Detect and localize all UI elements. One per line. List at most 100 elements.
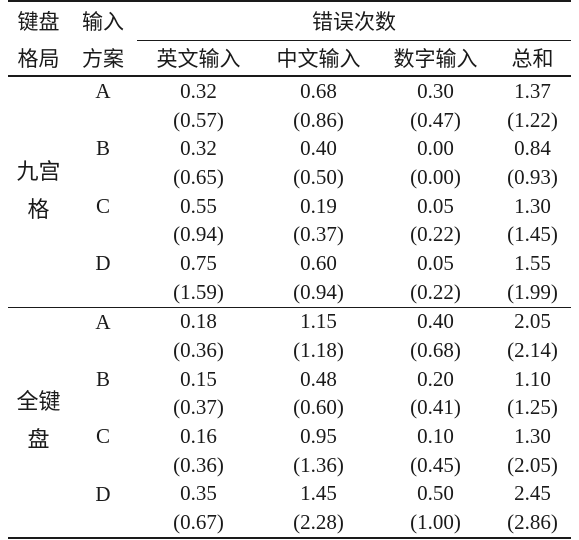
- keyboard-layout-line1: 全键: [16, 390, 61, 416]
- sd-value: (1.99): [494, 277, 571, 308]
- sd-value: (1.25): [507, 395, 558, 420]
- mean-value: 0.50: [417, 481, 454, 506]
- mean-value: 1.55: [514, 250, 551, 275]
- mean-value: 0.60: [300, 250, 337, 275]
- mean-value: 1.37: [514, 78, 551, 103]
- header-col-digit: 数字输入: [377, 40, 494, 77]
- sd-value: (1.59): [137, 277, 260, 308]
- table-row-mean: D 0.35 1.45 0.50 2.45: [8, 479, 571, 540]
- sd-value: (0.93): [507, 164, 558, 189]
- scheme-label: B: [95, 366, 110, 391]
- table-row-mean: 九宫格 A 0.32 0.68 0.30 1.37: [8, 76, 571, 308]
- mean-value: 0.40: [417, 309, 454, 334]
- mean-value: 0.48: [300, 366, 337, 391]
- table-row-sd: (0.67) (2.28) (1.00) (2.86): [8, 508, 571, 539]
- scheme-label: D: [69, 249, 137, 308]
- sd-value: (2.28): [260, 508, 377, 539]
- table-row-mean: C 0.16 0.95 0.10 1.30: [8, 422, 571, 451]
- sd-value: (0.47): [410, 107, 461, 132]
- scheme-label: A: [95, 79, 111, 103]
- mean-value: 0.19: [300, 193, 337, 218]
- mean-value: 2.05: [514, 309, 551, 334]
- header-layout-1: 键盘: [8, 0, 69, 41]
- header-error-count: 错误次数: [137, 0, 571, 41]
- header-col-chinese: 中文输入: [260, 40, 377, 77]
- sd-value: (0.60): [293, 395, 344, 420]
- scheme-label: D: [69, 479, 137, 540]
- mean-value: 0.10: [417, 424, 454, 449]
- table-row-sd: (0.37) (0.60) (0.41) (1.25): [8, 394, 571, 423]
- table-row-mean: B 0.15 0.48 0.20 1.10: [8, 365, 571, 394]
- sd-value: (0.65): [173, 164, 224, 189]
- mean-value: 0.20: [417, 366, 454, 391]
- sd-value: (0.00): [410, 164, 461, 189]
- header-layout-2: 格局: [8, 40, 69, 77]
- table-row-mean: D 0.75 0.60 0.05 1.55: [8, 249, 571, 308]
- mean-value: 0.05: [417, 193, 454, 218]
- table-row-sd: (0.65) (0.50) (0.00) (0.93): [8, 163, 571, 192]
- header-col-english: 英文输入: [137, 40, 260, 77]
- keyboard-layout-cell: 全键盘: [8, 307, 69, 539]
- table-row-mean: C 0.55 0.19 0.05 1.30: [8, 192, 571, 221]
- mean-value: 0.18: [180, 309, 217, 334]
- header-scheme-2: 方案: [69, 40, 137, 77]
- mean-value: 0.40: [300, 136, 337, 161]
- mean-value: 0.95: [300, 424, 337, 449]
- sd-value: (0.22): [410, 222, 461, 247]
- sd-value: (0.94): [260, 277, 377, 308]
- table-body: 九宫格 A 0.32 0.68 0.30 1.37 (0.57) (0.86) (0.47) (1…: [8, 76, 571, 540]
- sd-value: (2.14): [507, 338, 558, 363]
- mean-value: 0.05: [417, 250, 454, 275]
- header-scheme-1: 输入: [69, 0, 137, 41]
- mean-value: 0.55: [180, 193, 217, 218]
- sd-value: (0.36): [173, 452, 224, 477]
- header-col-total: 总和: [494, 40, 571, 77]
- sd-value: (0.68): [410, 338, 461, 363]
- sd-value: (0.22): [377, 277, 494, 308]
- sd-value: (1.18): [293, 338, 344, 363]
- scheme-label: C: [95, 193, 110, 218]
- mean-value: 1.30: [514, 424, 551, 449]
- keyboard-layout-cell: 九宫格: [8, 76, 69, 308]
- mean-value: 0.00: [417, 136, 454, 161]
- sd-value: (0.37): [293, 222, 344, 247]
- scheme-label: A: [95, 309, 111, 334]
- mean-value: 0.84: [514, 136, 551, 161]
- table-row-sd: (0.36) (1.18) (0.68) (2.14): [8, 336, 571, 365]
- table-row-sd: (0.36) (1.36) (0.45) (2.05): [8, 451, 571, 480]
- mean-value: 1.45: [300, 481, 337, 506]
- sd-value: (0.36): [173, 338, 224, 363]
- mean-value: 0.15: [180, 366, 217, 391]
- sd-value: (1.22): [507, 107, 558, 132]
- mean-value: 0.30: [417, 78, 454, 103]
- sd-value: (0.86): [293, 107, 344, 132]
- sd-value: (0.41): [410, 395, 461, 420]
- sd-value: (0.45): [410, 452, 461, 477]
- error-count-table: 键盘 输入 错误次数 格局 方案 英文输入 中文输入 数字输入 总和 九宫格 A 0…: [8, 0, 571, 540]
- mean-value: 1.15: [300, 309, 337, 334]
- sd-value: (2.86): [494, 508, 571, 539]
- sd-value: (1.45): [507, 222, 558, 247]
- scheme-label: B: [95, 136, 110, 161]
- mean-value: 0.35: [180, 481, 217, 506]
- mean-value: 0.32: [180, 136, 217, 161]
- keyboard-layout-line2: 盘: [27, 428, 50, 454]
- keyboard-layout-line2: 格: [27, 197, 50, 223]
- mean-value: 1.10: [514, 366, 551, 391]
- sd-value: (0.94): [173, 222, 224, 247]
- mean-value: 0.68: [300, 78, 337, 103]
- mean-value: 2.45: [514, 481, 551, 506]
- sd-value: (0.57): [173, 107, 224, 132]
- table-row-sd: (0.94) (0.37) (0.22) (1.45): [8, 220, 571, 249]
- table-row-sd: (1.59) (0.94) (0.22) (1.99): [8, 277, 571, 308]
- mean-value: 0.16: [180, 424, 217, 449]
- scheme-label: C: [95, 424, 110, 449]
- sd-value: (0.50): [293, 164, 344, 189]
- sd-value: (0.37): [173, 395, 224, 420]
- mean-value: 0.75: [180, 250, 217, 275]
- sd-value: (1.00): [377, 508, 494, 539]
- keyboard-layout-line1: 九宫: [16, 159, 61, 185]
- sd-value: (2.05): [507, 452, 558, 477]
- table-row-sd: (0.57) (0.86) (0.47) (1.22): [8, 106, 571, 135]
- table-row-mean: 全键盘 A 0.18 1.15 0.40 2.05: [8, 307, 571, 539]
